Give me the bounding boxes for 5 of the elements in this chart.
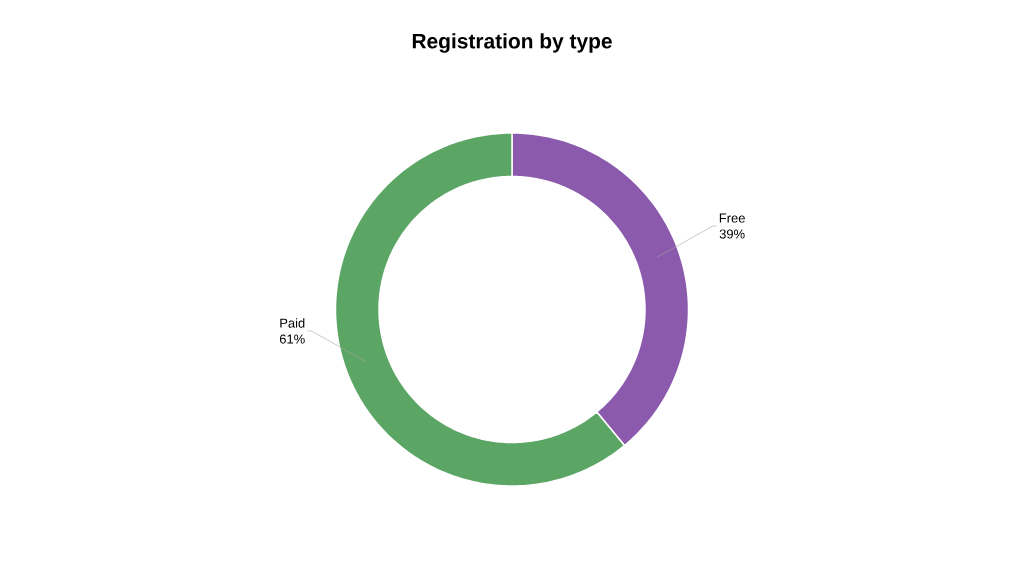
slice-label: Paid bbox=[280, 318, 305, 328]
data-label: 61% bbox=[279, 334, 305, 344]
slice-label: Free bbox=[719, 213, 745, 223]
data-label: 39% bbox=[719, 229, 745, 239]
chart-title: Registration by type bbox=[412, 33, 612, 53]
